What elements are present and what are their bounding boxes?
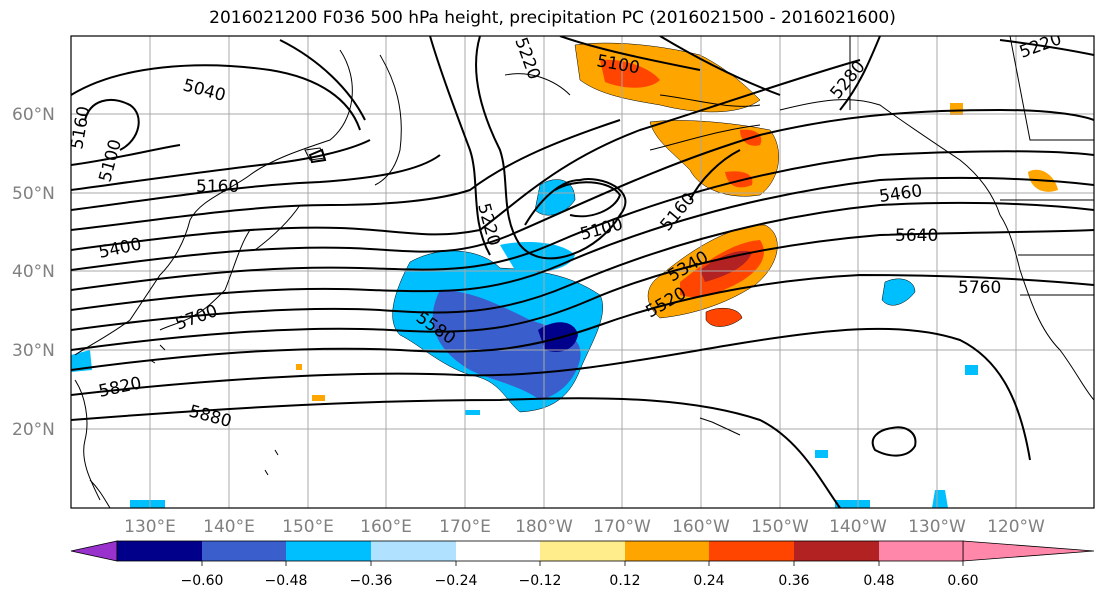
colorbar-label: 0.24	[693, 573, 724, 589]
lat-label: 50°N	[12, 184, 55, 204]
map-frame	[70, 35, 1095, 509]
height-contours	[71, 36, 1094, 508]
colorbar-swatch	[117, 541, 202, 561]
lat-label: 40°N	[12, 262, 55, 282]
longitude-labels: 130°E 140°E 150°E 160°E 170°E 180°W 170°…	[124, 517, 1045, 537]
colorbar-swatch	[540, 541, 625, 561]
colorbar-label: −0.24	[435, 573, 478, 589]
colorbar-label: 0.48	[863, 573, 894, 589]
colorbar-swatch	[286, 541, 371, 561]
colorbar-swatch	[202, 541, 286, 561]
colorbar-swatch	[879, 541, 963, 561]
colorbar-label: 0.36	[778, 573, 809, 589]
colorbar-label: −0.60	[181, 573, 224, 589]
colorbar-label: −0.12	[519, 573, 562, 589]
lon-label: 130°E	[124, 517, 176, 537]
colorbar-swatch	[709, 541, 794, 561]
lon-label: 180°W	[515, 517, 573, 537]
lon-label: 140°W	[829, 517, 887, 537]
colorbar-label: 0.12	[609, 573, 640, 589]
colorbar: −0.60 −0.48 −0.36 −0.24 −0.12 0.12 0.24 …	[70, 540, 1095, 589]
colorbar-swatch	[625, 541, 709, 561]
lon-label: 150°E	[282, 517, 334, 537]
colorbar-extend-left	[70, 540, 118, 562]
colorbar-label: −0.48	[265, 573, 308, 589]
lon-label: 170°E	[439, 517, 491, 537]
map-area: 5040 5160 5100 5160 5400 5220 5100 5160 …	[67, 36, 1094, 508]
contour-label: 5160	[67, 105, 94, 151]
contour-label: 5760	[958, 278, 1001, 298]
colorbar-extend-right	[962, 540, 1095, 562]
lat-label: 20°N	[12, 420, 55, 440]
colorbar-swatch	[456, 541, 540, 561]
lat-label: 60°N	[12, 105, 55, 125]
coastlines	[74, 36, 1094, 508]
lon-label: 160°E	[360, 517, 412, 537]
colorbar-label: −0.36	[350, 573, 393, 589]
lon-label: 130°W	[908, 517, 966, 537]
lon-label: 150°W	[751, 517, 809, 537]
lon-label: 160°W	[672, 517, 730, 537]
map-title: 2016021200 F036 500 hPa height, precipit…	[209, 8, 896, 28]
contour-label: 5160	[196, 177, 239, 197]
lon-label: 120°W	[987, 517, 1045, 537]
latitude-labels: 60°N 50°N 40°N 30°N 20°N	[12, 105, 55, 440]
contour-label: 5640	[895, 226, 938, 246]
colorbar-swatch	[794, 541, 879, 561]
colorbar-label: 0.60	[947, 573, 978, 589]
lon-label: 170°W	[593, 517, 651, 537]
colorbar-swatch	[371, 541, 456, 561]
lat-label: 30°N	[12, 341, 55, 361]
lon-label: 140°E	[203, 517, 255, 537]
